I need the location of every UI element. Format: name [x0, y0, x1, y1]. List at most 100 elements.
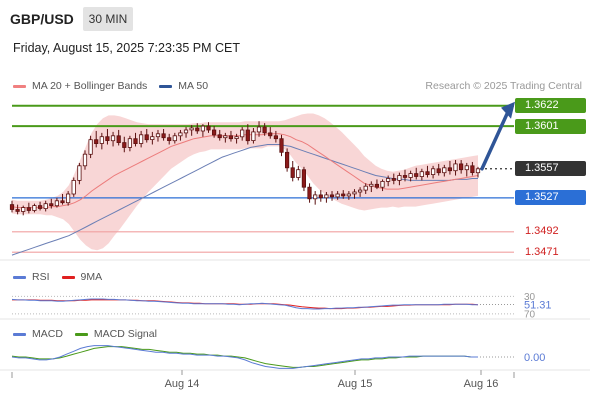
candle-body	[402, 175, 408, 178]
candle	[178, 129, 183, 141]
legend-item-macd: MACD	[13, 328, 63, 340]
candle-body	[346, 193, 351, 197]
candle-body	[138, 134, 144, 144]
candle-body	[9, 204, 15, 210]
candle	[369, 181, 374, 193]
candle	[217, 129, 222, 141]
x-tick-label: Aug 15	[338, 378, 373, 390]
candle	[38, 201, 43, 211]
candle	[172, 132, 177, 144]
macd-line	[11, 345, 478, 369]
level-label-1.3622: 1.3622	[515, 98, 586, 114]
candle	[15, 204, 20, 215]
candle	[183, 127, 189, 138]
candle	[116, 129, 121, 146]
candle-body	[99, 136, 104, 144]
candle-body	[172, 135, 177, 142]
candle	[256, 121, 262, 137]
candle	[301, 166, 307, 192]
candle	[380, 179, 385, 192]
candle	[335, 191, 340, 200]
candle	[402, 169, 408, 182]
candle	[290, 160, 295, 182]
legend-swatch-ma20	[13, 84, 26, 88]
legend-item-ma50: MA 50	[159, 80, 208, 92]
candle	[279, 134, 284, 157]
candle-body	[385, 178, 391, 182]
timeframe-selector[interactable]: 30 MIN	[83, 7, 133, 31]
candle-body	[324, 194, 329, 199]
candle-body	[273, 135, 279, 140]
forecast-arrow-shaft	[480, 109, 510, 171]
candle	[475, 166, 481, 178]
candle-body	[105, 136, 110, 141]
candle-body	[161, 133, 166, 139]
bollinger-band	[12, 113, 478, 251]
candle-body	[200, 125, 205, 132]
candle-body	[60, 200, 65, 204]
candle-body	[380, 180, 385, 188]
candle-body	[66, 193, 71, 204]
candle	[99, 132, 104, 150]
candle	[296, 165, 301, 181]
candle-body	[458, 163, 464, 171]
legend-label-rsi: RSI	[32, 271, 50, 283]
legend-item-rsi-9ma: 9MA	[61, 271, 102, 283]
symbol-title: GBP/USD	[10, 11, 74, 27]
legend-swatch-macd	[13, 332, 26, 336]
candle	[408, 170, 413, 182]
candle-body	[419, 171, 424, 177]
candle-body	[408, 173, 413, 178]
candle	[66, 191, 71, 206]
candle	[385, 175, 391, 187]
candle-body	[436, 168, 441, 174]
candle-body	[211, 129, 217, 136]
candle	[32, 203, 37, 213]
candle-body	[464, 165, 469, 171]
candle-body	[206, 125, 211, 131]
candle	[138, 130, 144, 148]
candle-body	[38, 205, 43, 209]
macd-last-value: 0.00	[524, 352, 545, 364]
candle-body	[307, 186, 312, 200]
candle	[341, 190, 346, 199]
candle-body	[262, 126, 267, 134]
candle	[43, 200, 48, 212]
candle	[447, 160, 453, 175]
candle-body	[313, 194, 318, 200]
candle	[82, 150, 88, 170]
legend-item-macd-signal: MACD Signal	[74, 328, 157, 340]
legend-swatch-rsi-9ma	[61, 275, 75, 279]
candle	[313, 191, 318, 205]
candle	[71, 177, 76, 197]
candle	[211, 126, 217, 138]
rsi-line	[11, 298, 478, 310]
legend-swatch-ma50	[159, 84, 173, 88]
candle	[470, 161, 475, 176]
candle	[346, 191, 351, 200]
legend-label-ma50: MA 50	[178, 80, 209, 92]
candle-body	[251, 131, 256, 141]
candle	[318, 190, 323, 202]
candle-body	[414, 173, 419, 177]
candle-body	[268, 132, 273, 137]
candle	[49, 198, 54, 209]
top-bar: GBP/USD 30 MIN	[0, 0, 590, 36]
candle-body	[240, 129, 245, 138]
candle	[425, 165, 430, 178]
candle-body	[82, 153, 88, 167]
candle-body	[335, 193, 340, 198]
candle	[397, 172, 402, 186]
candle-body	[26, 207, 31, 211]
candle	[105, 128, 110, 145]
candle	[167, 133, 172, 145]
rsi-level-label-30: 70	[524, 309, 536, 320]
candle-body	[94, 139, 99, 144]
candle	[155, 129, 161, 142]
candle	[442, 164, 447, 177]
candle	[94, 130, 99, 148]
candle	[262, 123, 267, 136]
candle	[206, 122, 211, 133]
rsi-level-label-70: 30	[524, 292, 536, 303]
